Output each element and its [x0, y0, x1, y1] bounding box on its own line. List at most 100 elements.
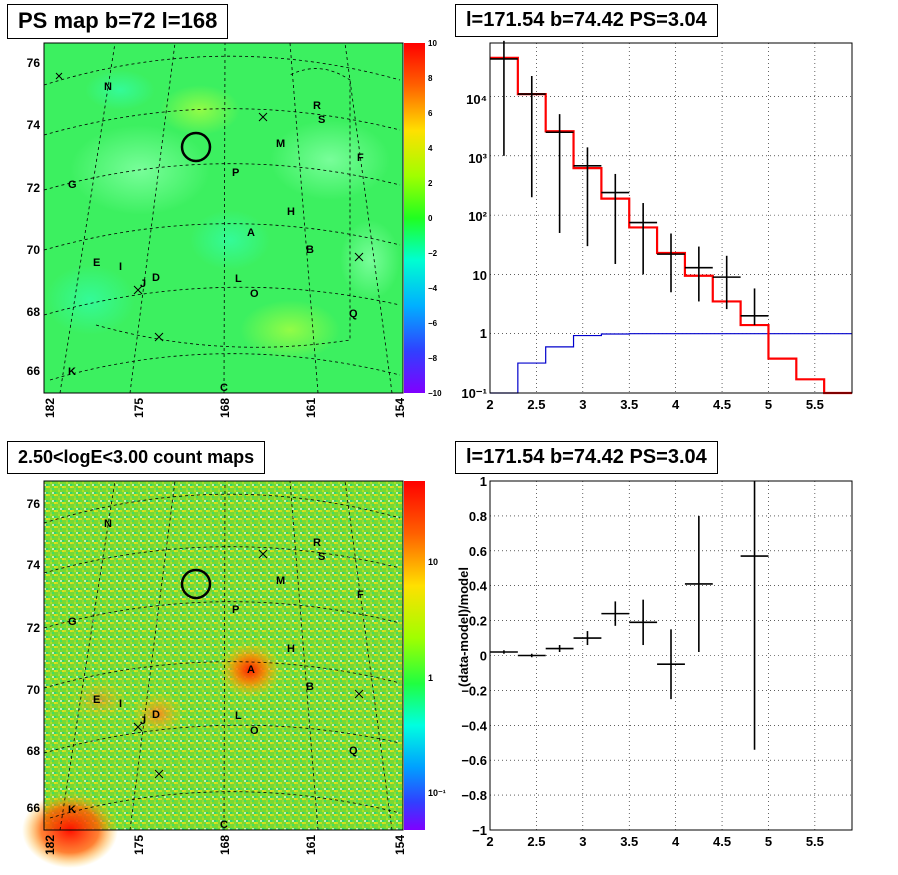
- colorbar-tick: 2: [428, 179, 433, 188]
- ps-map-x-tick: 175: [132, 398, 146, 418]
- count-map-x-tick: 175: [132, 835, 146, 855]
- source-label-F: F: [357, 589, 364, 601]
- ps-map-y-tick: 74: [27, 118, 41, 132]
- source-label-K: K: [68, 804, 76, 816]
- residual-x-tick: 4.5: [713, 834, 731, 849]
- residual-data-point: [545, 645, 574, 653]
- spectrum-frame: [489, 42, 853, 394]
- source-label-G: G: [68, 616, 77, 628]
- count-map-frame: [43, 480, 404, 831]
- spectrum-x-ticks: 2 2.5 3 3.5 4 4.5 5 5.5: [486, 397, 824, 412]
- residual-x-tick: 2: [486, 834, 493, 849]
- spectrum-y-tick: 1: [480, 326, 487, 341]
- source-label-S: S: [318, 551, 325, 563]
- count-map-target-circle: [180, 568, 212, 600]
- source-label-R: R: [313, 100, 321, 112]
- ps-map-x-ticks: 182 175 168 161 154: [43, 398, 407, 418]
- source-label-S: S: [318, 114, 325, 126]
- spectrum-data-point: [684, 246, 713, 302]
- colorbar-tick: −2: [428, 249, 438, 258]
- residual-y-tick: 0: [480, 649, 487, 664]
- ps-map-y-tick: 66: [27, 364, 41, 378]
- spectrum-data-point: [712, 255, 741, 310]
- residual-title: l=171.54 b=74.42 PS=3.04: [455, 441, 718, 474]
- source-label-E: E: [93, 694, 100, 706]
- source-label-B: B: [306, 681, 314, 693]
- colorbar-tick: −6: [428, 319, 438, 328]
- count-map-colorbar: [404, 481, 425, 830]
- colorbar-tick: 4: [428, 144, 433, 153]
- source-label-R: R: [313, 537, 321, 549]
- source-label-O: O: [250, 725, 259, 737]
- spectrum-data-point: [629, 203, 658, 275]
- count-map-x-tick: 154: [393, 835, 407, 855]
- source-label-J: J: [140, 715, 146, 727]
- source-label-Q: Q: [349, 308, 358, 320]
- ps-map-x-tick: 154: [393, 398, 407, 418]
- spectrum-data-point: [517, 76, 546, 198]
- source-label-D: D: [152, 272, 160, 284]
- spectrum-x-tick: 5.5: [806, 397, 824, 412]
- spectrum-x-tick: 5: [765, 397, 772, 412]
- ps-map-target-circle: [180, 131, 212, 163]
- residual-data-point: [490, 650, 518, 654]
- hotspot-D: [132, 692, 184, 736]
- ps-map-coordinate-grid: [43, 42, 401, 394]
- colorbar-tick: −10: [428, 389, 442, 398]
- spectrum-x-tick: 2.5: [527, 397, 545, 412]
- ps-map-y-ticks: 76 74 72 70 68 66: [27, 56, 41, 378]
- residual-data-point: [573, 631, 602, 646]
- source-label-C: C: [220, 819, 228, 831]
- source-label-B: B: [306, 244, 314, 256]
- ps-map-colorbar: [404, 43, 425, 393]
- source-label-Q: Q: [349, 745, 358, 757]
- spectrum-y-tick: 10⁻¹: [461, 386, 487, 401]
- spectrum-x-tick: 3: [579, 397, 586, 412]
- ps-map-y-tick: 68: [27, 305, 41, 319]
- source-label-D: D: [152, 709, 160, 721]
- source-label-N: N: [104, 518, 112, 530]
- residual-y-tick: −0.2: [461, 683, 487, 698]
- colorbar-tick: −8: [428, 354, 438, 363]
- colorbar-tick: 10: [428, 557, 438, 567]
- residual-y-ticks: −1 −0.8 −0.6 −0.4 −0.2 0 0.2 0.4 0.6 0.8 1: [461, 474, 487, 838]
- colorbar-tick: 10⁻¹: [428, 788, 446, 798]
- ps-map-x-tick: 168: [218, 398, 232, 418]
- residual-y-tick: 0.6: [469, 544, 487, 559]
- residual-data-points: [490, 481, 769, 750]
- count-map-title: 2.50<logE<3.00 count maps: [7, 441, 266, 474]
- ps-map-x-tick: 161: [304, 398, 318, 418]
- spectrum-data-point: [657, 233, 685, 293]
- spectrum-plot-area: [490, 43, 852, 393]
- count-map-x-tick: 161: [304, 835, 318, 855]
- count-map-y-tick: 76: [27, 497, 41, 511]
- residual-x-tick: 3.5: [620, 834, 638, 849]
- source-label-O: O: [250, 288, 259, 300]
- source-label-C: C: [220, 382, 228, 394]
- colorbar-tick: −4: [428, 284, 438, 293]
- count-map-y-tick: 66: [27, 801, 41, 815]
- residual-y-tick: 0.2: [469, 614, 487, 629]
- residual-x-ticks: 2 2.5 3 3.5 4 4.5 5 5.5: [486, 834, 824, 849]
- residual-x-tick: 5.5: [806, 834, 824, 849]
- count-map-x-tick: 182: [43, 835, 57, 855]
- spectrum-panel: 2 2.5 3 3.5 4 4.5 5 5.5 10⁻¹ 1 10 10² 10³ 10⁴: [461, 40, 853, 412]
- colorbar-tick: 10: [428, 39, 437, 48]
- residual-data-point: [517, 653, 546, 658]
- count-map-cross-markers: [133, 549, 364, 779]
- residual-y-tick: −0.6: [461, 753, 487, 768]
- count-map-y-tick: 72: [27, 621, 41, 635]
- residual-data-point: [601, 601, 630, 626]
- count-map-panel: N R S M F G P H A B E I D J L O Q K C 76…: [22, 480, 446, 868]
- source-label-I: I: [119, 698, 122, 710]
- residual-x-tick: 2.5: [527, 834, 545, 849]
- source-label-A: A: [247, 664, 255, 676]
- spectrum-data-point: [545, 114, 574, 233]
- count-map-colorbar-ticks: 10 1 10⁻¹: [428, 557, 446, 798]
- ps-map-y-tick: 76: [27, 56, 41, 70]
- count-map-coordinate-grid: [43, 480, 401, 831]
- spectrum-x-tick: 3.5: [620, 397, 638, 412]
- count-map-y-tick: 68: [27, 744, 41, 758]
- residual-x-tick: 5: [765, 834, 772, 849]
- residual-y-tick: 0.4: [469, 579, 488, 594]
